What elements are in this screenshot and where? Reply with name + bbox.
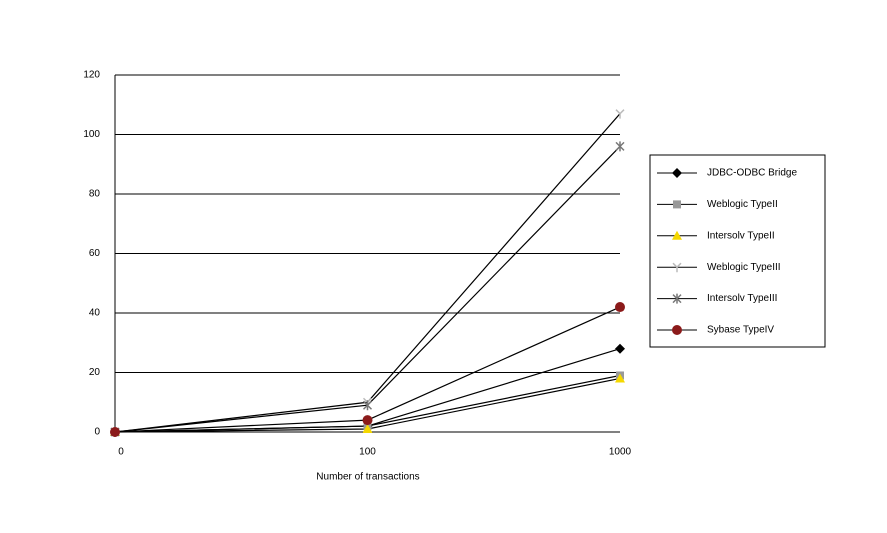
marker [615,109,625,119]
legend-label: Weblogic TypeIII [707,262,781,273]
legend-label: JDBC-ODBC Bridge [707,168,797,179]
x-tick-label: 1000 [609,447,632,458]
marker [673,200,681,209]
marker [362,415,373,426]
y-tick-label: 40 [89,308,101,319]
y-tick-label: 20 [89,367,101,378]
x-tick-label: 100 [359,447,376,458]
y-tick-label: 100 [83,129,100,140]
marker [362,424,373,434]
legend-label: Intersolv TypeII [707,230,775,241]
marker [672,262,682,273]
marker [615,302,625,313]
marker [615,141,625,152]
marker [672,293,682,304]
y-tick-label: 120 [83,70,100,81]
marker [672,230,682,240]
y-tick-label: 0 [94,427,100,438]
legend-label: Sybase TypeIV [707,325,774,336]
series-line [114,113,621,433]
x-axis-label: Number of transactions [316,472,419,483]
marker [672,168,682,178]
marker [672,325,682,335]
x-tick-label: 0 [118,447,124,458]
legend-box [649,154,826,348]
legend-label: Intersolv TypeIII [707,293,777,304]
series-line [114,145,621,433]
marker [362,400,373,411]
series-line [114,306,621,433]
marker [110,427,120,437]
y-tick-label: 80 [89,189,101,200]
marker [615,373,625,383]
marker [615,343,625,354]
y-tick-label: 60 [89,248,101,259]
legend-label: Weblogic TypeII [707,199,778,210]
